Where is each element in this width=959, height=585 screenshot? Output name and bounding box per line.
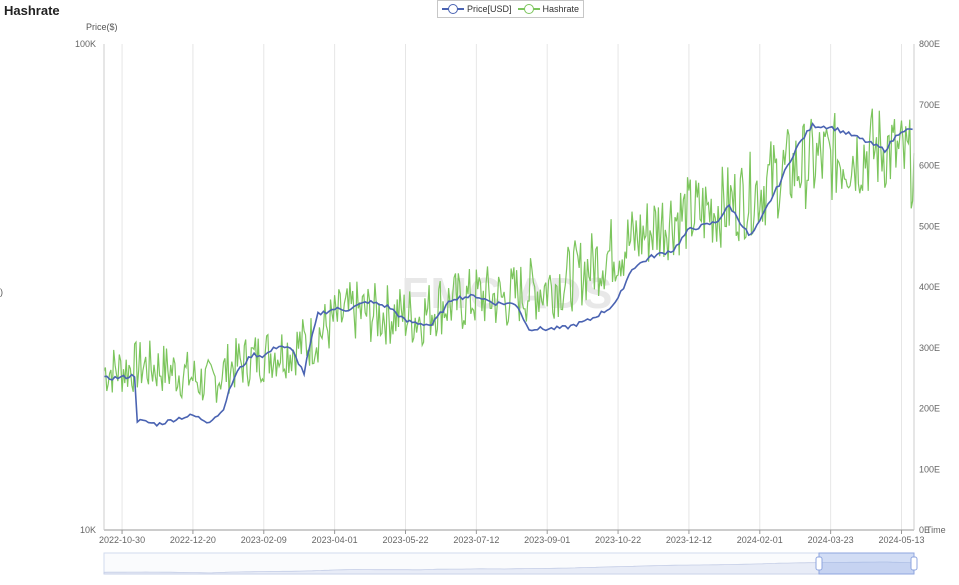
y-left-tick-label: 10K <box>80 525 96 535</box>
legend-item-price[interactable]: Price[USD] <box>442 4 512 14</box>
y-axis-left-title: Price($) <box>86 22 118 32</box>
x-tick-label: 2023-02-09 <box>241 535 287 545</box>
axes: 2022-10-30 2022-12-20 2023-02-09 2023-04-01… <box>75 39 946 545</box>
x-tick-label: 2024-02-01 <box>737 535 783 545</box>
x-tick-label: 2023-12-12 <box>666 535 712 545</box>
x-tick-label: 2023-10-22 <box>595 535 641 545</box>
x-tick-label: 2023-04-01 <box>312 535 358 545</box>
legend: Price[USD] Hashrate <box>437 0 585 18</box>
x-tick-label: 2023-05-22 <box>382 535 428 545</box>
x-tick-label: 2024-03-23 <box>808 535 854 545</box>
y-right-tick-label: 200E <box>919 404 940 414</box>
x-tick-label: 2022-12-20 <box>170 535 216 545</box>
zoom-handle-right[interactable] <box>910 556 918 571</box>
legend-hashrate-swatch-icon <box>517 4 540 14</box>
legend-price-label: Price[USD] <box>467 4 512 14</box>
y-right-tick-label: 800E <box>919 39 940 49</box>
chart-title: Hashrate <box>4 3 60 18</box>
legend-hashrate-label: Hashrate <box>542 4 580 14</box>
grid-lines <box>121 44 902 530</box>
y-right-tick-label: 100E <box>919 464 940 474</box>
zoom-preview-area <box>103 561 915 575</box>
zoom-handle-left[interactable] <box>815 556 823 571</box>
x-axis-title: Time <box>926 525 946 535</box>
y-left-tick-label: 100K <box>75 39 96 49</box>
x-tick-label: 2022-10-30 <box>99 535 145 545</box>
series-layer <box>103 108 915 427</box>
series-hashrate-line <box>103 108 915 403</box>
left-edge-text: ) <box>0 287 3 297</box>
x-tick-label: 2023-07-12 <box>453 535 499 545</box>
data-zoom-slider[interactable] <box>103 552 918 575</box>
y-right-tick-label: 300E <box>919 343 940 353</box>
legend-item-hashrate[interactable]: Hashrate <box>517 4 580 14</box>
x-tick-label: 2024-05-13 <box>878 535 924 545</box>
zoom-selection <box>818 552 915 575</box>
x-tick-label: 2023-09-01 <box>524 535 570 545</box>
legend-price-swatch-icon <box>442 4 464 14</box>
y-right-tick-label: 400E <box>919 282 940 292</box>
watermark: FMC ADS <box>402 269 615 318</box>
y-right-tick-label: 600E <box>919 161 940 171</box>
y-right-tick-label: 500E <box>919 221 940 231</box>
y-right-tick-label: 0E <box>919 525 930 535</box>
y-right-tick-label: 700E <box>919 100 940 110</box>
series-price-line <box>103 122 913 427</box>
